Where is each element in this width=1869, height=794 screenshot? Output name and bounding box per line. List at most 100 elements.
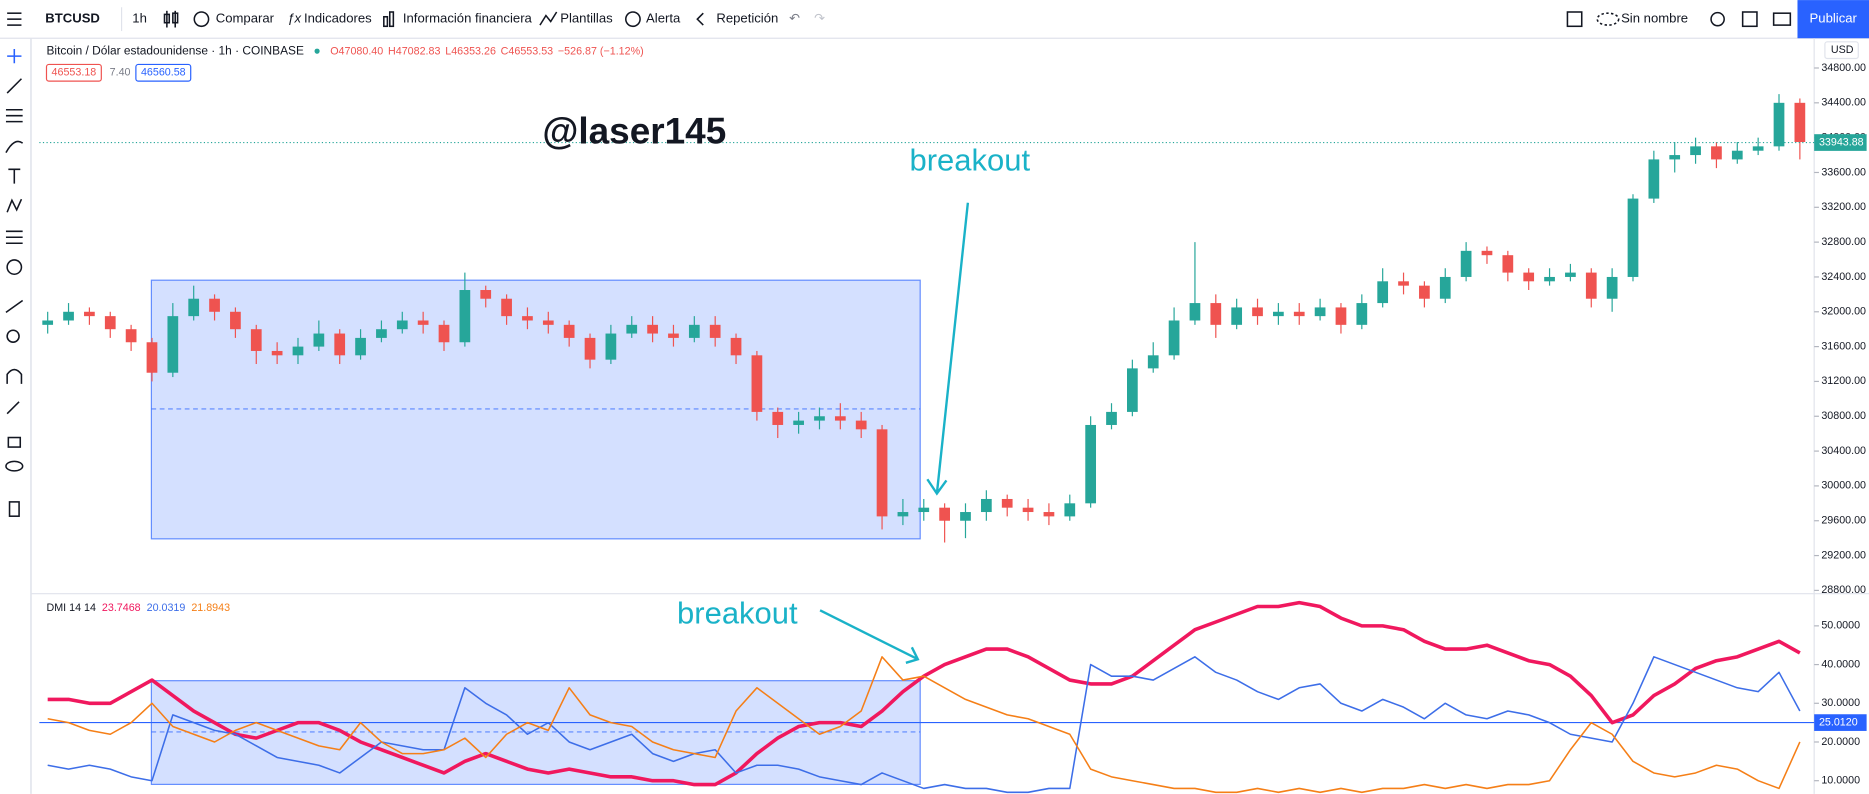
- alert-icon[interactable]: [625, 11, 641, 28]
- ruler-tool[interactable]: [5, 299, 24, 314]
- candle-body: [146, 342, 158, 373]
- candle-body: [939, 507, 950, 521]
- pattern-tool[interactable]: [6, 198, 23, 213]
- candle-body: [918, 507, 930, 513]
- candle-body: [563, 324, 575, 338]
- fullscreen-icon[interactable]: [1741, 11, 1758, 28]
- crosshair-tool[interactable]: [7, 48, 22, 64]
- candle-body: [1043, 512, 1055, 517]
- symbol-legend: Bitcoin / Dólar estadounidense · 1h · CO…: [46, 43, 643, 57]
- annotation-arrows: [819, 202, 970, 664]
- zoom-tool[interactable]: [6, 329, 20, 343]
- undo[interactable]: ↶: [789, 11, 800, 26]
- candle-body: [42, 320, 54, 325]
- dmi-breakout-arrow[interactable]: [819, 609, 920, 664]
- cloud-icon[interactable]: [1596, 12, 1620, 26]
- candle-body: [188, 298, 200, 317]
- bid-box[interactable]: [45, 63, 102, 82]
- toolbar-item[interactable]: Repetición: [716, 11, 778, 26]
- y-tick-label: 31600.00: [1821, 340, 1866, 352]
- candle-body: [292, 346, 304, 356]
- toolbar-item[interactable]: Plantillas: [560, 11, 613, 26]
- candle-body: [1690, 146, 1701, 156]
- toolbar-item[interactable]: Indicadores: [304, 11, 372, 26]
- y-tick-label: 32000.00: [1821, 306, 1866, 318]
- currency-box[interactable]: [1824, 41, 1859, 60]
- y-tick-label: 20.0000: [1821, 736, 1860, 748]
- candle-body: [834, 416, 846, 421]
- menu-icon[interactable]: [7, 12, 22, 26]
- watermark-author: @laser145: [542, 110, 726, 151]
- candle-body: [1064, 503, 1076, 517]
- y-tick-label: 40.0000: [1821, 658, 1860, 670]
- candle-body: [772, 411, 784, 425]
- y-tick-label: 34800.00: [1821, 62, 1866, 74]
- indicators-icon[interactable]: ƒx: [287, 11, 301, 26]
- marks: 28800.00 29200.00 29600.00 30000.00 30400.00…: [39, 62, 1867, 794]
- y-tick-label: 29600.00: [1821, 515, 1866, 527]
- symbol[interactable]: BTCUSD: [45, 11, 100, 26]
- interval[interactable]: 1h: [132, 11, 147, 26]
- candle-body: [1502, 255, 1514, 273]
- ask-box[interactable]: [135, 63, 192, 82]
- candle-body: [63, 311, 74, 321]
- y-tick-label: 33200.00: [1821, 201, 1866, 213]
- candle-body: [793, 420, 804, 425]
- dmi-legend-value: 23.7468: [102, 602, 141, 614]
- dmi-breakout-label: breakout: [677, 595, 798, 630]
- fib-tool[interactable]: [5, 108, 23, 123]
- currency[interactable]: USD: [1831, 44, 1854, 56]
- emoji-tool[interactable]: [6, 259, 23, 276]
- y-tick-label: 10.0000: [1821, 775, 1860, 787]
- layout-icon[interactable]: [1566, 11, 1583, 28]
- y-tick-label: 30400.00: [1821, 445, 1866, 457]
- delete-tool[interactable]: [8, 501, 20, 517]
- forecast-tool[interactable]: [5, 230, 23, 245]
- candle-body: [1273, 311, 1284, 317]
- toolbar-item[interactable]: Alerta: [646, 11, 681, 26]
- layout-name[interactable]: Sin nombre: [1621, 11, 1688, 26]
- candle-body: [522, 316, 533, 321]
- trend-tool[interactable]: [6, 78, 23, 94]
- spread: 7.40: [110, 67, 131, 79]
- snapshot-icon[interactable]: [1772, 12, 1792, 26]
- redo[interactable]: ↷: [814, 11, 825, 26]
- candle-body: [230, 311, 241, 330]
- visibility-tool[interactable]: [5, 460, 24, 472]
- y-tick-label: 32400.00: [1821, 271, 1866, 283]
- compare-icon[interactable]: [193, 11, 210, 28]
- lock-draw-tool[interactable]: [6, 401, 20, 415]
- candle-body: [1419, 285, 1430, 299]
- brush-tool[interactable]: [5, 140, 24, 154]
- y-tick-label: 34400.00: [1821, 97, 1866, 109]
- ohlc-value: H47082.83: [388, 45, 440, 57]
- candle-body: [501, 298, 512, 317]
- text-tool[interactable]: [8, 168, 21, 184]
- publish-button[interactable]: [1797, 0, 1869, 39]
- replay-icon[interactable]: [696, 12, 704, 26]
- candle-body: [209, 298, 220, 312]
- publish-label[interactable]: Publicar: [1810, 11, 1858, 26]
- toolbar-item[interactable]: Comparar: [216, 11, 275, 26]
- candle-body: [709, 324, 721, 338]
- y-tick-label: 30000.00: [1821, 480, 1866, 492]
- financial-icon[interactable]: [383, 11, 395, 28]
- candle-body: [313, 333, 325, 347]
- candle-body: [438, 324, 450, 343]
- candle-body: [167, 316, 179, 373]
- candle-body: [626, 324, 638, 334]
- candle-body: [1189, 303, 1201, 321]
- candle-body: [1022, 507, 1034, 513]
- candle-body: [960, 512, 971, 521]
- candle-body: [668, 333, 679, 338]
- bid: 46553.18: [52, 67, 97, 79]
- templates-icon[interactable]: [539, 11, 558, 26]
- chart-style-icon[interactable]: [163, 10, 179, 28]
- toolbar-item[interactable]: Información financiera: [403, 11, 533, 26]
- candle-body: [334, 333, 346, 356]
- magnet-tool[interactable]: [6, 368, 23, 384]
- lock-tool[interactable]: [7, 436, 22, 448]
- breakout-arrow[interactable]: [926, 202, 970, 496]
- settings-icon[interactable]: [1710, 11, 1725, 27]
